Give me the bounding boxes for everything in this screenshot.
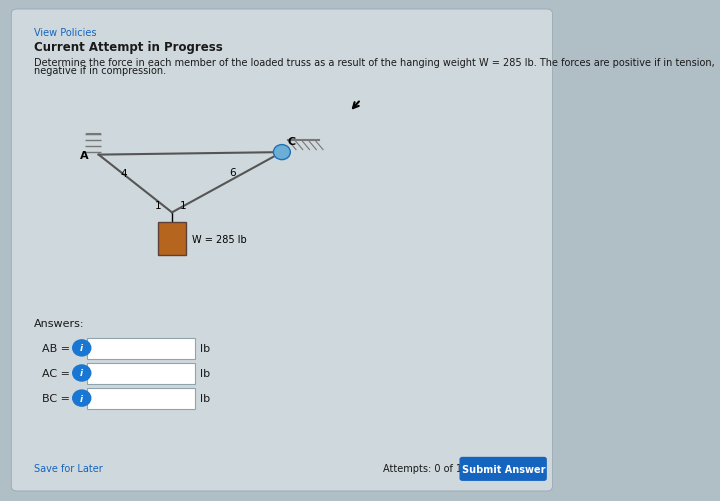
Circle shape (73, 390, 91, 406)
Text: lb: lb (200, 343, 210, 353)
FancyBboxPatch shape (87, 388, 194, 409)
Text: i: i (80, 394, 84, 403)
Text: Current Attempt in Progress: Current Attempt in Progress (34, 41, 222, 54)
Text: Attempts: 0 of 1 used: Attempts: 0 of 1 used (383, 463, 489, 473)
Text: 4: 4 (121, 169, 127, 179)
Text: i: i (80, 369, 84, 378)
Text: BC =: BC = (42, 393, 71, 403)
FancyBboxPatch shape (12, 10, 552, 491)
Text: View Policies: View Policies (34, 28, 96, 38)
Text: W = 285 lb: W = 285 lb (192, 234, 246, 244)
FancyBboxPatch shape (158, 223, 186, 256)
Text: C: C (287, 137, 296, 147)
FancyBboxPatch shape (87, 338, 194, 359)
Text: lb: lb (200, 393, 210, 403)
Text: AB =: AB = (42, 343, 71, 353)
FancyBboxPatch shape (459, 457, 547, 481)
Text: negative if in compression.: negative if in compression. (34, 66, 166, 76)
Text: 6: 6 (229, 168, 236, 178)
Text: Save for Later: Save for Later (34, 463, 102, 473)
Text: 1: 1 (155, 200, 161, 210)
Text: Submit Answer: Submit Answer (462, 464, 545, 474)
Text: B: B (168, 224, 176, 234)
Circle shape (73, 365, 91, 381)
Circle shape (274, 145, 290, 160)
Text: AC =: AC = (42, 368, 71, 378)
Text: Answers:: Answers: (34, 318, 84, 328)
Text: A: A (80, 150, 89, 160)
Text: Determine the force in each member of the loaded truss as a result of the hangin: Determine the force in each member of th… (34, 58, 714, 68)
Text: i: i (80, 344, 84, 353)
FancyBboxPatch shape (87, 363, 194, 384)
Text: lb: lb (200, 368, 210, 378)
Text: 1: 1 (180, 200, 186, 210)
Circle shape (73, 340, 91, 356)
